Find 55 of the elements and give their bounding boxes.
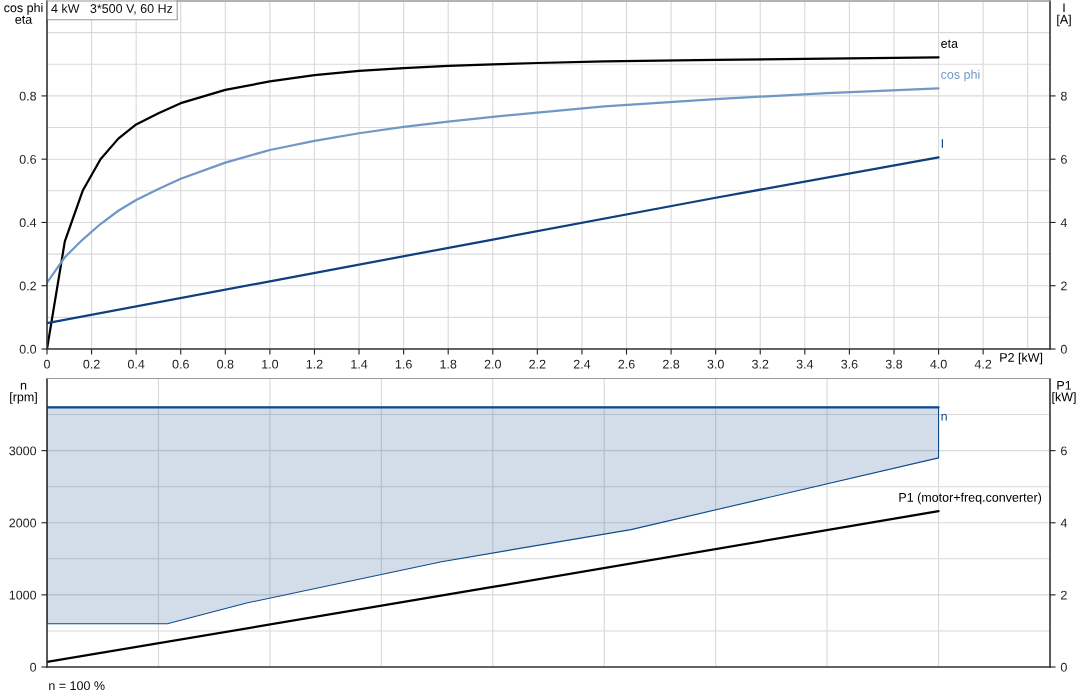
series-label: eta: [941, 39, 959, 48]
x-tick-label: 2.0: [484, 359, 501, 369]
x-tick-label: 2.8: [663, 359, 680, 369]
line-series: [47, 56, 940, 349]
y-tick-label: 0.2: [19, 281, 36, 291]
y-tick-label: 0.0: [19, 344, 37, 354]
x-tick-label: 2.4: [573, 359, 591, 369]
x-tick-label: 3.2: [752, 359, 769, 369]
x-tick-label: 1.6: [395, 359, 412, 369]
chart-title: 4 kW 3*500 V, 60 Hz: [51, 3, 173, 15]
x-tick-label: 2.6: [618, 359, 635, 369]
x-tick-label: 3.4: [796, 359, 814, 369]
y-tick-label: 1000: [9, 590, 37, 600]
text: n = 100 %: [49, 681, 105, 691]
y2-tick-label: 2: [1061, 590, 1067, 600]
y-tick-label: 0.4: [19, 218, 37, 228]
y-tick-label: 2000: [9, 518, 37, 528]
x-tick-label: 1.4: [351, 359, 368, 369]
x-tick-label: 4.0: [930, 359, 947, 369]
series-label: I: [941, 139, 943, 148]
x-tick-label: 1.0: [262, 359, 279, 369]
line-series: [47, 87, 940, 284]
x-tick-label: 4.2: [974, 359, 992, 369]
x-tick-label: 0.6: [172, 359, 189, 369]
y2-tick-label: 0: [1060, 344, 1067, 354]
line-series: [47, 156, 940, 325]
y2-axis-title: I [A]: [1057, 3, 1071, 27]
y2-tick-label: 2: [1061, 281, 1067, 291]
x-tick-label: 0.2: [83, 359, 100, 369]
y-tick-label: 3000: [9, 446, 37, 456]
x-tick-label: 0.4: [127, 359, 145, 369]
x-tick-label: 3.6: [841, 359, 858, 369]
y-tick-label: 0.6: [19, 154, 37, 164]
y2-tick-label: 6: [1061, 154, 1067, 164]
y2-tick-label: 4: [1060, 518, 1067, 528]
y-tick-label: 0: [30, 662, 37, 672]
x-axis-title: P2 [kW]: [1000, 352, 1043, 365]
y2-tick-label: 6: [1061, 446, 1067, 456]
y2-axis-title: P1 [kW]: [1052, 380, 1076, 404]
series-label: n: [941, 413, 947, 421]
y2-tick-label: 4: [1060, 218, 1067, 227]
x-tick-label: 0.8: [217, 359, 234, 369]
x-tick-label: 1.2: [306, 359, 323, 369]
y2-tick-label: 0: [1060, 662, 1067, 672]
x-tick-label: 0: [44, 359, 50, 369]
x-tick-label: 3.0: [707, 359, 724, 369]
y-axis-title: n [rpm]: [10, 382, 37, 404]
y2-tick-label: 8: [1060, 91, 1067, 101]
x-tick-label: 2.2: [529, 359, 546, 369]
y-tick-label: 0.8: [19, 91, 37, 101]
x-tick-label: 3.8: [885, 359, 903, 369]
series-label: cos phi: [941, 69, 980, 82]
y-axis-title: cos phi eta: [4, 3, 43, 24]
series-label: P1 (motor+freq.converter): [899, 492, 1042, 505]
x-tick-label: 1.8: [440, 359, 457, 369]
